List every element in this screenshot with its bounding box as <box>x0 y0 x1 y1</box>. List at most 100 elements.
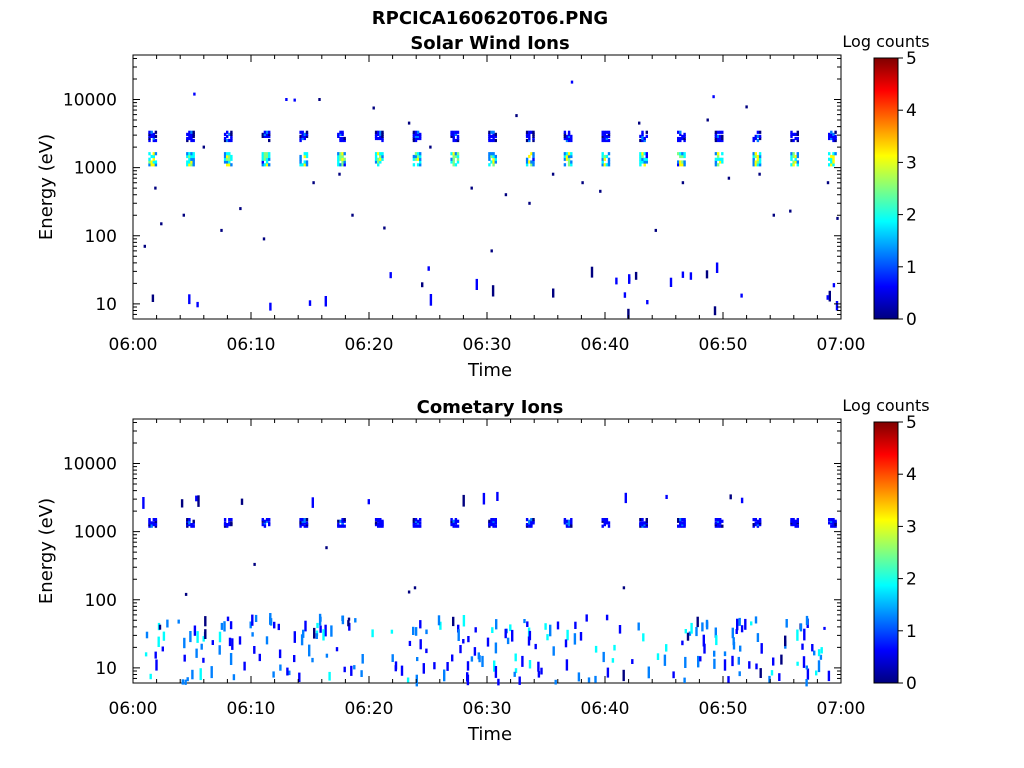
data-cell <box>456 524 460 528</box>
data-cell <box>192 160 195 164</box>
data-cell <box>492 157 495 161</box>
data-cell <box>414 518 418 522</box>
data-cell <box>293 631 296 643</box>
data-cell <box>190 138 193 143</box>
data-cell <box>202 145 205 149</box>
data-cell <box>299 130 302 134</box>
data-cell <box>339 130 342 134</box>
data-cell <box>381 134 384 138</box>
data-cell <box>184 592 188 596</box>
data-cell <box>790 523 793 527</box>
data-cell <box>293 98 296 102</box>
data-cell <box>645 130 648 134</box>
data-cell <box>192 524 195 528</box>
data-cell <box>494 157 497 161</box>
data-cell <box>716 518 720 522</box>
colorbar-label: Log counts <box>842 396 929 415</box>
data-cell <box>416 134 420 138</box>
data-cell <box>341 615 344 621</box>
data-cell <box>754 163 757 167</box>
data-cell <box>603 523 606 527</box>
data-cell <box>756 633 760 642</box>
data-cell <box>719 157 722 161</box>
data-cell <box>412 626 415 635</box>
data-cell <box>268 138 271 143</box>
data-cell <box>251 632 254 637</box>
data-cell <box>601 152 604 156</box>
data-cell <box>714 136 718 141</box>
data-cell <box>452 616 455 627</box>
data-cell <box>341 163 344 167</box>
data-cell <box>756 130 760 134</box>
data-cell <box>570 160 573 164</box>
data-cell <box>305 134 309 138</box>
data-cell <box>456 160 460 164</box>
data-cell <box>492 132 495 136</box>
data-cell <box>556 621 560 630</box>
data-cell <box>265 519 269 523</box>
data-cell <box>277 623 280 631</box>
data-cell <box>265 636 269 645</box>
data-cell <box>492 163 495 167</box>
data-cell <box>702 634 705 647</box>
data-cell <box>190 523 193 527</box>
data-cell <box>315 633 318 639</box>
data-cell <box>758 163 762 167</box>
data-cell <box>794 157 797 161</box>
data-cell <box>414 154 418 159</box>
data-cell <box>613 644 616 651</box>
data-cell <box>721 519 724 523</box>
data-cell <box>186 519 189 523</box>
data-cell <box>150 154 153 159</box>
x-tick-label: 06:30 <box>463 335 512 355</box>
data-cell <box>492 518 495 522</box>
data-cell <box>278 649 282 659</box>
data-cell <box>679 160 682 164</box>
data-cell <box>301 130 304 134</box>
data-cell <box>190 136 193 141</box>
data-cell <box>530 130 533 134</box>
data-cell <box>305 523 309 527</box>
data-cell <box>492 134 495 138</box>
data-cell <box>790 157 793 161</box>
data-cell <box>299 163 302 167</box>
data-cell <box>830 154 833 159</box>
data-cell <box>338 172 341 176</box>
data-cell <box>601 160 604 164</box>
data-cell <box>603 138 606 143</box>
data-cell <box>715 635 718 646</box>
data-cell <box>835 301 839 311</box>
data-cell <box>223 521 227 525</box>
data-cell <box>408 640 412 646</box>
data-cell <box>228 154 231 159</box>
y-axis-label: Energy (eV) <box>36 498 57 604</box>
data-cell <box>301 134 304 138</box>
data-cell <box>343 666 346 673</box>
data-cell <box>188 130 191 134</box>
data-cell <box>303 154 306 159</box>
data-cell <box>634 271 638 280</box>
data-cell <box>806 618 809 625</box>
data-cell <box>601 132 604 136</box>
data-cell <box>603 130 606 134</box>
data-cell <box>830 160 833 164</box>
data-cell <box>532 138 535 143</box>
data-cell <box>756 163 760 167</box>
data-cell <box>150 132 153 136</box>
data-cell <box>567 134 571 138</box>
data-cell <box>526 621 529 627</box>
data-cell <box>528 132 531 136</box>
data-cell <box>611 658 615 663</box>
data-cell <box>715 262 719 273</box>
data-cell <box>452 152 455 156</box>
data-cell <box>374 136 378 141</box>
data-cell <box>684 629 687 634</box>
data-cell <box>492 138 495 143</box>
data-cell <box>488 134 491 138</box>
data-cell <box>374 160 378 164</box>
data-cell <box>628 274 631 282</box>
data-cell <box>488 130 491 134</box>
x-tick-label: 06:40 <box>581 335 630 355</box>
data-cell <box>412 138 416 143</box>
data-cell <box>367 499 370 505</box>
